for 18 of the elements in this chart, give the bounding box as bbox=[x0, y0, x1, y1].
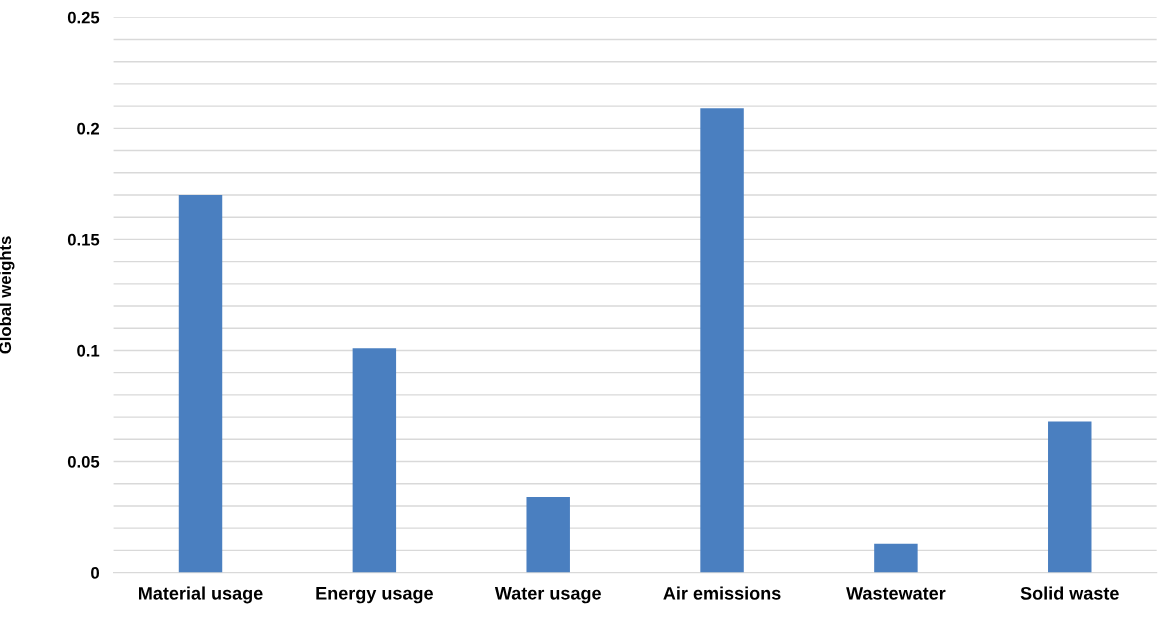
x-tick-label: Energy usage bbox=[316, 587, 433, 604]
x-tick-label: Air emissions bbox=[663, 586, 781, 600]
x-tick-label: Wastewater bbox=[846, 587, 946, 600]
y-tick-label: 0 bbox=[91, 566, 100, 579]
x-tick-label: Solid waste bbox=[1020, 586, 1119, 600]
x-tick-label: Material usage bbox=[139, 586, 263, 604]
bar bbox=[526, 497, 570, 573]
bar bbox=[352, 348, 397, 573]
bar bbox=[178, 194, 223, 573]
y-tick-label: 0.15 bbox=[67, 233, 100, 246]
bar bbox=[700, 108, 744, 573]
y-tick-label: 0.2 bbox=[77, 122, 100, 135]
y-tick-label: 0.1 bbox=[77, 344, 100, 357]
y-tick-label: 0.05 bbox=[67, 455, 100, 468]
y-tick-label: 0.25 bbox=[67, 11, 100, 24]
x-tick-label: Water usage bbox=[494, 587, 601, 604]
bar bbox=[1048, 421, 1092, 573]
bar bbox=[874, 543, 918, 573]
